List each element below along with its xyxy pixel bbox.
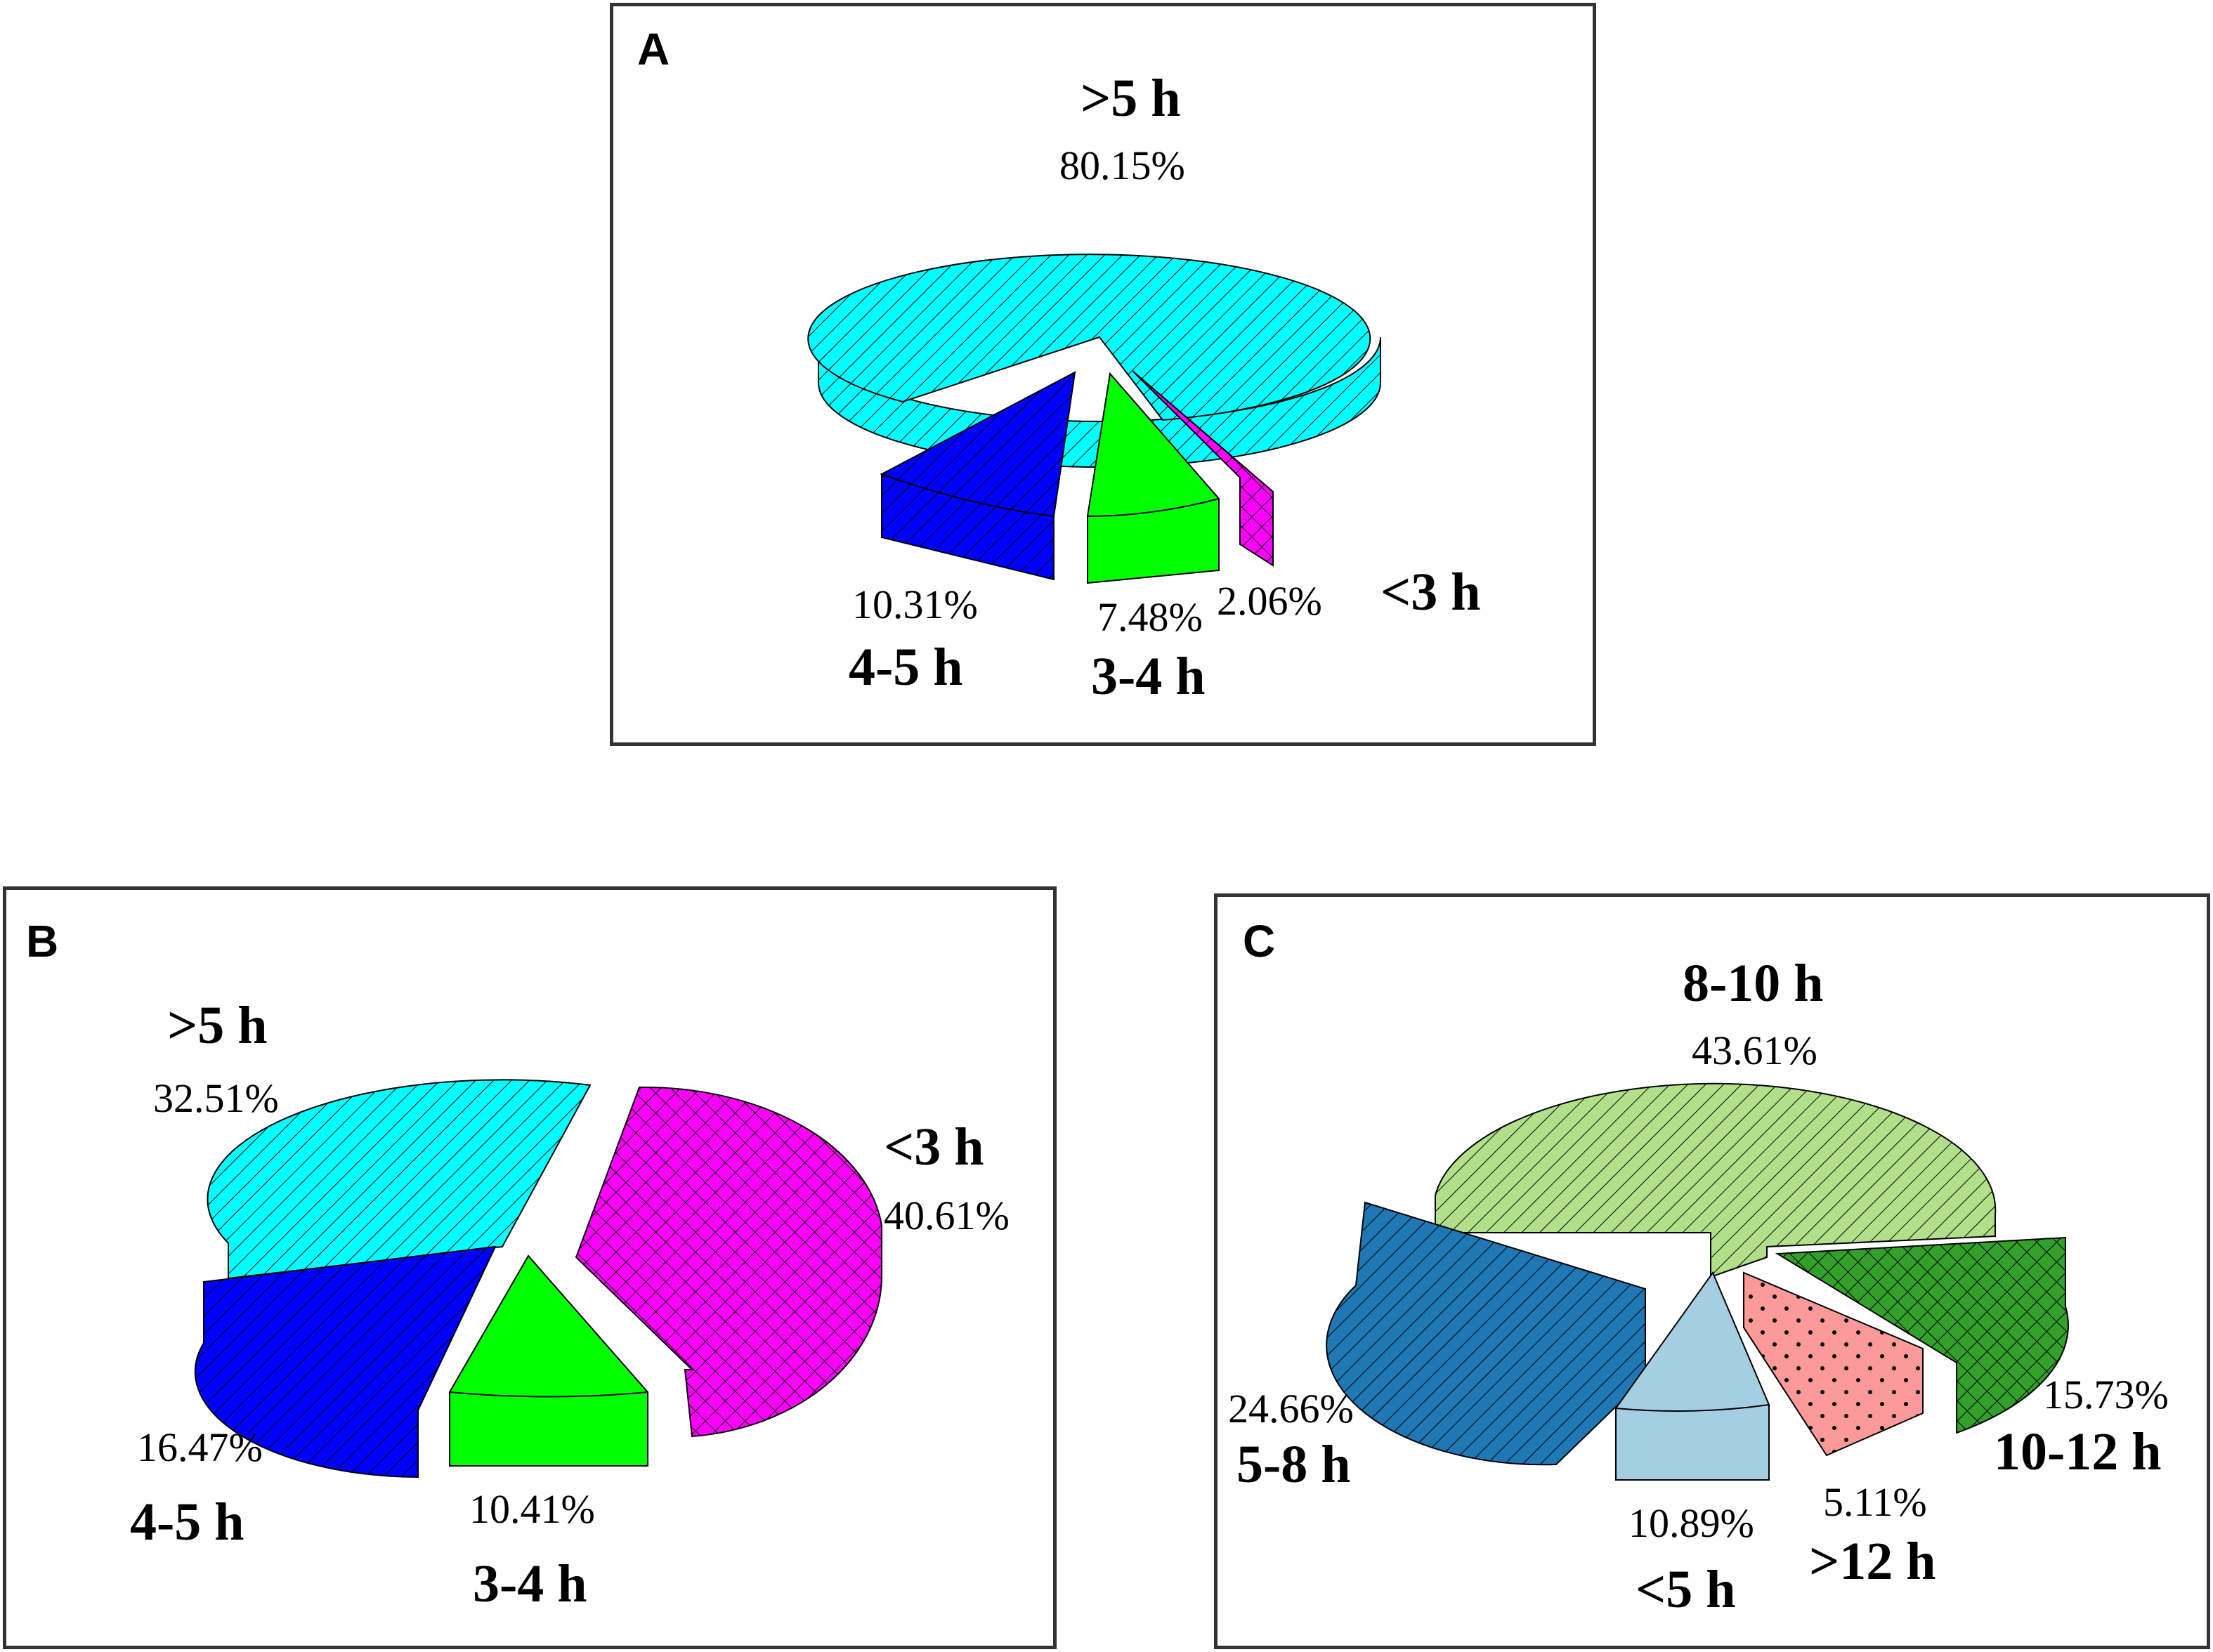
pie-chart-b: >5 h 32.51% <3 h 40.61% 16.47% 4-5 h 10.…: [130, 996, 1010, 1613]
label-b-gt5-cat: >5 h: [167, 996, 268, 1055]
label-b-45-cat: 4-5 h: [130, 1493, 244, 1552]
label-c-1012-pct: 15.73%: [2043, 1372, 2169, 1417]
label-c-gt12-cat: >12 h: [1809, 1532, 1936, 1591]
panel-letter-a: A: [637, 24, 670, 74]
label-b-45-pct: 16.47%: [137, 1424, 263, 1470]
label-a-gt5-pct: 80.15%: [1059, 143, 1185, 188]
label-b-lt3-cat: <3 h: [884, 1117, 984, 1176]
label-b-lt3-pct: 40.61%: [884, 1193, 1010, 1238]
label-c-lt5-cat: <5 h: [1636, 1560, 1736, 1619]
label-c-1012-cat: 10-12 h: [1994, 1422, 2162, 1481]
label-b-gt5-pct: 32.51%: [153, 1075, 279, 1121]
label-a-34-pct: 7.48%: [1097, 594, 1203, 640]
chart-panel-a: A >5 h 80.15% 10.31% 4-5 h 7.48%: [610, 3, 1596, 746]
label-a-45-pct: 10.31%: [852, 582, 978, 627]
label-c-58-pct: 24.66%: [1228, 1386, 1354, 1431]
label-a-lt3-pct: 2.06%: [1217, 578, 1322, 624]
label-a-gt5-cat: >5 h: [1081, 69, 1181, 128]
label-a-45-cat: 4-5 h: [849, 638, 963, 697]
label-a-34-cat: 3-4 h: [1091, 647, 1206, 706]
label-b-34-cat: 3-4 h: [473, 1554, 587, 1613]
label-a-lt3-cat: <3 h: [1380, 563, 1481, 622]
label-c-58-cat: 5-8 h: [1236, 1435, 1351, 1494]
pie-chart-a: >5 h 80.15% 10.31% 4-5 h 7.48% 3-4 h 2.0…: [807, 69, 1481, 706]
label-b-34-pct: 10.41%: [469, 1486, 595, 1532]
chart-panel-c: C 8-10 h 43.61% 24.66% 5-8 h 10.89% <5 h: [1214, 893, 2210, 1649]
label-c-810-cat: 8-10 h: [1683, 954, 1824, 1013]
slice-b-34: [449, 1254, 648, 1467]
slice-a-34: [1087, 372, 1220, 584]
label-c-gt12-pct: 5.11%: [1823, 1479, 1927, 1525]
label-c-810-pct: 43.61%: [1692, 1028, 1817, 1073]
slice-c-lt5: [1615, 1271, 1770, 1481]
label-c-lt5-pct: 10.89%: [1628, 1500, 1754, 1546]
pie-chart-c: 8-10 h 43.61% 24.66% 5-8 h 10.89% <5 h 5…: [1228, 954, 2169, 1619]
panel-letter-b: B: [26, 916, 59, 966]
panel-letter-c: C: [1243, 916, 1276, 966]
chart-panel-b: B >5 h 32.51% <3 h 40.61% 16.47% 4-5 h 1…: [3, 886, 1057, 1649]
